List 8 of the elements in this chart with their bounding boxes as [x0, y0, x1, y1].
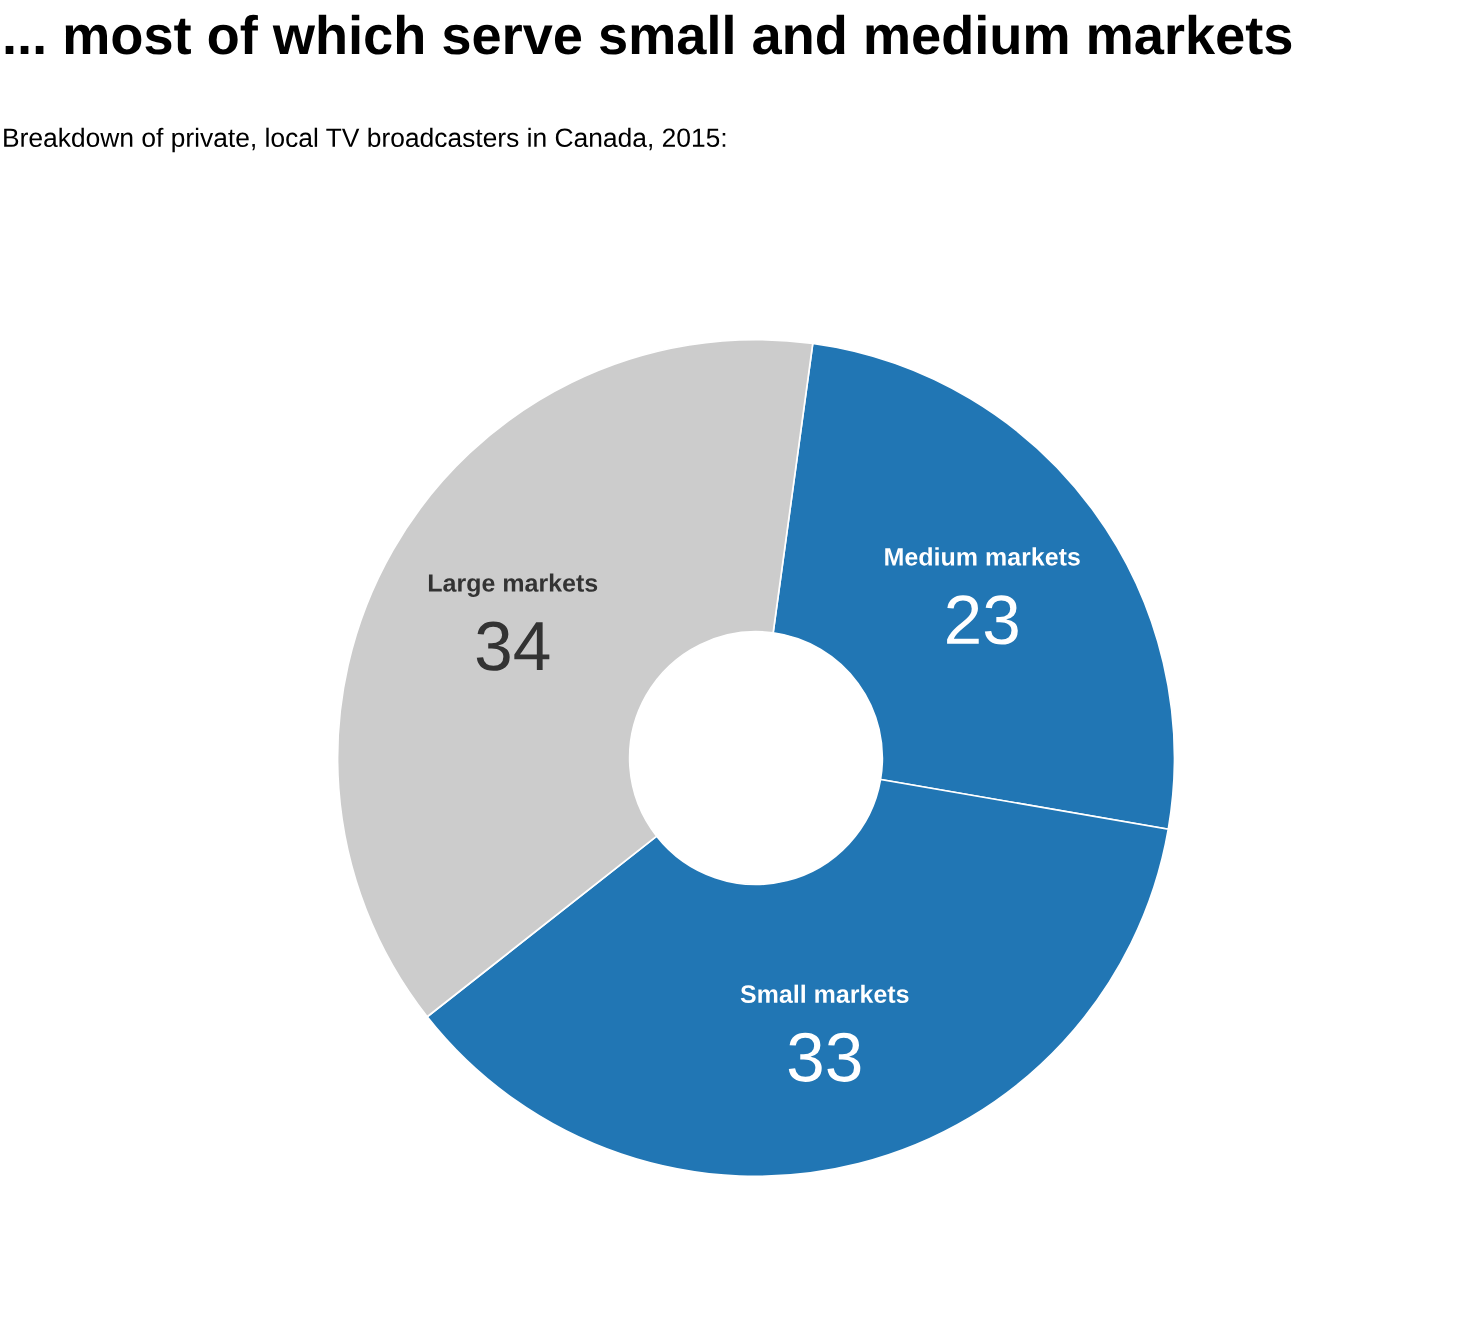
data-label: 23: [947, 595, 1018, 645]
data-label: 34: [476, 621, 550, 671]
chart-title: ... most of which serve small and medium markets: [5, 14, 1292, 55]
slice-label: Small markets: [740, 984, 909, 1003]
slice-label: Medium markets: [885, 547, 1080, 566]
chart-subtitle: Breakdown of private, local TV broadcasters in Canada, 2015:: [4, 127, 726, 153]
slice-label: Large markets: [428, 573, 598, 597]
data-label: 33: [788, 1032, 861, 1082]
